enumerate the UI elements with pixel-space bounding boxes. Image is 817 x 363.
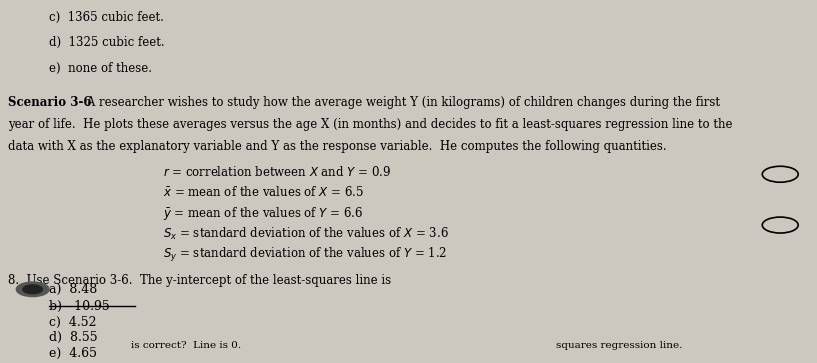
Text: $\bar{y}$ = mean of the values of $Y$ = 6.6: $\bar{y}$ = mean of the values of $Y$ = … [163, 205, 364, 222]
Text: squares regression line.: squares regression line. [556, 341, 682, 350]
Text: data with X as the explanatory variable and Y as the response variable.  He comp: data with X as the explanatory variable … [8, 140, 667, 153]
Text: $S_y$ = standard deviation of the values of $Y$ = 1.2: $S_y$ = standard deviation of the values… [163, 246, 448, 264]
Text: year of life.  He plots these averages versus the age X (in months) and decides : year of life. He plots these averages ve… [8, 118, 733, 131]
Text: e)  4.65: e) 4.65 [49, 347, 97, 360]
Text: $r$ = correlation between $X$ and $Y$ = 0.9: $r$ = correlation between $X$ and $Y$ = … [163, 165, 391, 179]
Text: a)  8.48: a) 8.48 [49, 283, 97, 296]
Text: $S_x$ = standard deviation of the values of $X$ = 3.6: $S_x$ = standard deviation of the values… [163, 226, 449, 242]
Text: c)  4.52: c) 4.52 [49, 316, 96, 329]
Text: d)  1325 cubic feet.: d) 1325 cubic feet. [49, 36, 165, 49]
Circle shape [23, 285, 42, 294]
Text: e)  none of these.: e) none of these. [49, 62, 152, 75]
Text: Scenario 3-6: Scenario 3-6 [8, 96, 92, 109]
Text: 8.  Use Scenario 3-6.  The y-intercept of the least-squares line is: 8. Use Scenario 3-6. The y-intercept of … [8, 274, 391, 287]
Text: $\bar{x}$ = mean of the values of $X$ = 6.5: $\bar{x}$ = mean of the values of $X$ = … [163, 185, 364, 199]
Text: A researcher wishes to study how the average weight Y (in kilograms) of children: A researcher wishes to study how the ave… [83, 96, 721, 109]
Text: b)  -10.95: b) -10.95 [49, 299, 109, 313]
Text: c)  1365 cubic feet.: c) 1365 cubic feet. [49, 11, 164, 24]
Circle shape [16, 282, 49, 297]
Text: is correct?  Line is 0.: is correct? Line is 0. [131, 341, 241, 350]
Text: d)  8.55: d) 8.55 [49, 331, 98, 344]
